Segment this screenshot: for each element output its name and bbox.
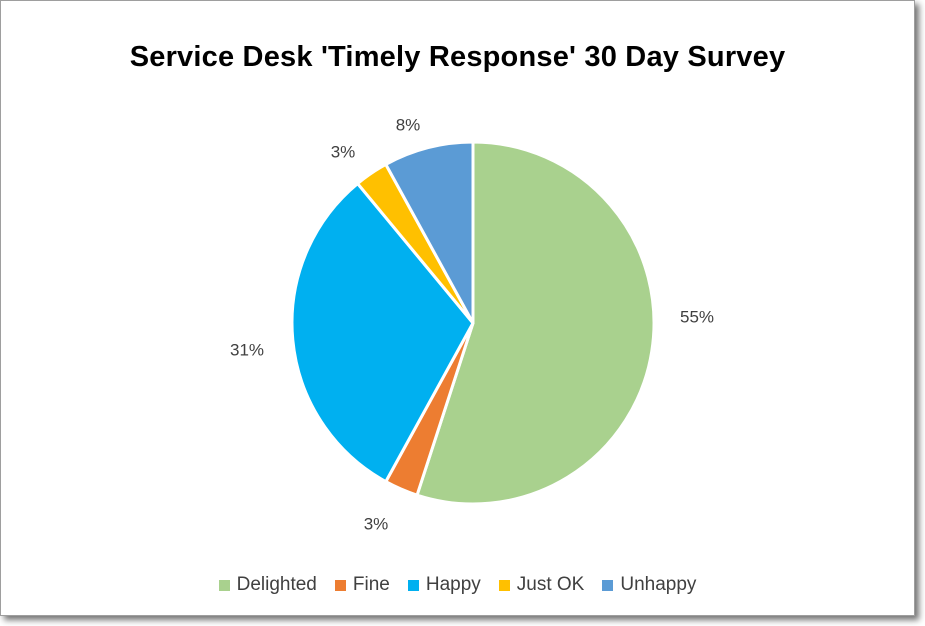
- pie-slice-unhappy: [384, 140, 475, 325]
- pie-slice-delighted: [415, 140, 656, 506]
- legend-label-happy: Happy: [425, 574, 481, 595]
- legend-swatch-just-ok: [498, 579, 510, 591]
- legend-swatch-unhappy: [602, 579, 614, 591]
- data-label-delighted: 55%: [680, 307, 714, 326]
- legend-item-unhappy: Unhappy: [602, 574, 696, 596]
- legend-item-fine: Fine: [334, 574, 390, 596]
- legend-swatch-happy: [407, 579, 419, 591]
- legend-swatch-delighted: [218, 579, 230, 591]
- legend-swatch-fine: [334, 579, 346, 591]
- pie-chart: 55% 3% 31% 3% 8%: [230, 115, 714, 533]
- data-label-fine: 3%: [364, 514, 389, 533]
- data-label-happy: 31%: [230, 340, 264, 359]
- data-label-just-ok: 3%: [331, 142, 356, 161]
- legend-item-just-ok: Just OK: [498, 574, 585, 596]
- legend-item-happy: Happy: [407, 574, 481, 596]
- legend-item-delighted: Delighted: [218, 574, 317, 596]
- data-label-unhappy: 8%: [396, 115, 421, 134]
- pie-slice-happy: [290, 182, 475, 484]
- legend-label-just-ok: Just OK: [516, 574, 585, 595]
- legend: Delighted Fine Happy Just OK Unhappy: [1, 574, 914, 596]
- chart-title: Service Desk 'Timely Response' 30 Day Su…: [129, 41, 786, 73]
- chart-frame: Service Desk 'Timely Response' 30 Day Su…: [0, 0, 915, 616]
- legend-label-fine: Fine: [352, 574, 390, 595]
- legend-label-delighted: Delighted: [236, 574, 317, 595]
- legend-label-unhappy: Unhappy: [620, 574, 697, 595]
